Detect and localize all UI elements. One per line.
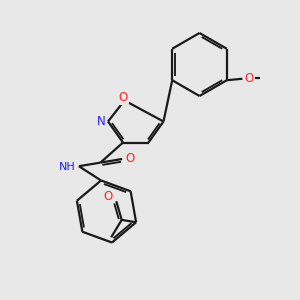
Text: O: O xyxy=(125,152,134,165)
Text: O: O xyxy=(103,190,112,203)
Text: NH: NH xyxy=(59,162,76,172)
Text: O: O xyxy=(244,72,253,85)
Text: N: N xyxy=(97,115,106,128)
Text: O: O xyxy=(118,91,127,104)
